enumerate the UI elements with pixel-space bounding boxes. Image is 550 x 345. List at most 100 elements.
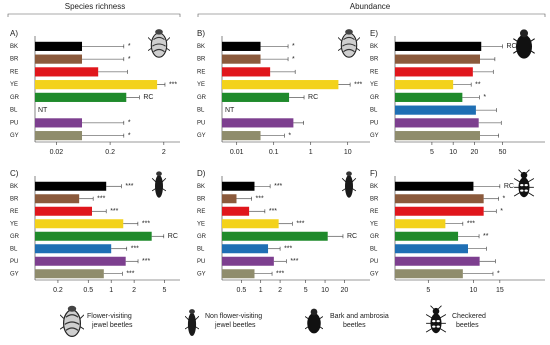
bar (35, 219, 124, 229)
category-label: BK (370, 44, 378, 50)
bar (35, 67, 99, 77)
panel: E) 5 10 20 50 BK RC BR RE YE ** GR * BL PU GY (370, 28, 545, 156)
legend-icon (185, 308, 199, 337)
significance-label: RC (168, 233, 178, 240)
panel-icon (151, 170, 167, 199)
bar (395, 54, 480, 64)
legend-label: jewel beetles (214, 322, 256, 329)
x-tick-label: 5 (426, 287, 430, 294)
significance-label: *** (296, 221, 304, 228)
x-tick-label: 5 (304, 287, 308, 294)
significance-label: *** (125, 183, 133, 190)
category-label: PU (197, 259, 205, 265)
bar (222, 80, 339, 90)
panel: D) 0.5 1 2 5 10 20 BK *** BR *** RE *** YE *** GR RC BL **… (197, 169, 370, 294)
significance-label: * (128, 43, 131, 50)
category-label: GY (370, 133, 379, 139)
column-title: Abundance (350, 2, 391, 11)
panel-icon (338, 28, 360, 58)
bar (222, 181, 255, 191)
significance-label: *** (142, 258, 150, 265)
x-tick-label: 0.2 (105, 149, 115, 156)
significance-label: *** (110, 208, 118, 215)
column-title: Species richness (65, 2, 125, 11)
x-tick-label: 1 (259, 287, 263, 294)
bar (222, 194, 237, 204)
significance-label: * (128, 132, 131, 139)
significance-label: *** (467, 221, 475, 228)
significance-label: RC (507, 43, 517, 50)
bar (395, 80, 454, 90)
significance-label: *** (169, 81, 177, 88)
significance-label: *** (97, 196, 105, 203)
category-label: PU (370, 259, 378, 265)
significance-label: RC (308, 94, 318, 101)
bar (222, 54, 261, 64)
significance-label: * (497, 271, 500, 278)
bar (35, 269, 104, 279)
x-tick-label: 0.01 (230, 149, 244, 156)
category-label: YE (197, 82, 205, 88)
x-tick-label: 2 (278, 287, 282, 294)
bar (395, 231, 459, 241)
category-label: PU (197, 120, 205, 126)
significance-label: * (500, 208, 503, 215)
bar (35, 206, 93, 216)
x-tick-label: 5 (162, 287, 166, 294)
legend-icon (425, 305, 447, 334)
category-label: BL (10, 246, 18, 252)
bar (395, 105, 476, 115)
bar (35, 181, 107, 191)
category-label: GR (197, 234, 207, 240)
category-label: RE (370, 69, 378, 75)
panel: F) 5 10 15 BK RC BR * RE * YE *** GR ** BL PU GY * (370, 169, 545, 294)
category-label: GR (370, 95, 380, 101)
category-label: BK (197, 44, 205, 50)
category-label: PU (370, 120, 378, 126)
panel-letter: F) (370, 169, 378, 178)
significance-label: *** (131, 246, 139, 253)
bar (222, 92, 290, 102)
significance-label: RC (143, 94, 153, 101)
significance-label: *** (354, 81, 362, 88)
significance-label: * (288, 132, 291, 139)
significance-label: * (128, 56, 131, 63)
x-tick-label: 20 (341, 287, 349, 294)
x-tick-label: 10 (449, 149, 457, 156)
bar (35, 231, 152, 241)
bar (222, 41, 261, 51)
bar (222, 231, 328, 241)
bar (395, 181, 474, 191)
category-label: BR (10, 57, 19, 63)
category-label: BK (370, 184, 378, 190)
significance-label: *** (274, 183, 282, 190)
bar (395, 194, 484, 204)
category-label: RE (197, 69, 205, 75)
bar (395, 131, 480, 141)
panel-letter: C) (10, 169, 19, 178)
legend-label: jewel beetles (91, 322, 133, 329)
panel-icon (148, 28, 170, 58)
significance-label: * (292, 56, 295, 63)
category-label: BK (10, 44, 18, 50)
category-label: BL (197, 108, 205, 114)
panel-letter: D) (197, 169, 206, 178)
bracket (7, 13, 181, 17)
category-label: BL (197, 246, 205, 252)
category-label: BL (370, 246, 378, 252)
significance-label: NT (38, 107, 48, 114)
bar (395, 269, 463, 279)
bar (222, 244, 269, 254)
x-tick-label: 0.02 (50, 149, 64, 156)
bar (222, 118, 294, 128)
panel-icon (513, 169, 535, 198)
bar (395, 219, 446, 229)
bar (35, 41, 83, 51)
category-label: BR (370, 196, 379, 202)
significance-label: ** (475, 81, 481, 88)
panel-letter: B) (197, 29, 205, 38)
panel: B) 0.01 0.1 1 10 BK * BR * RE YE *** GR RC BL NT PU GY * (197, 28, 370, 156)
x-tick-label: 0.2 (53, 287, 63, 294)
significance-label: *** (290, 258, 298, 265)
